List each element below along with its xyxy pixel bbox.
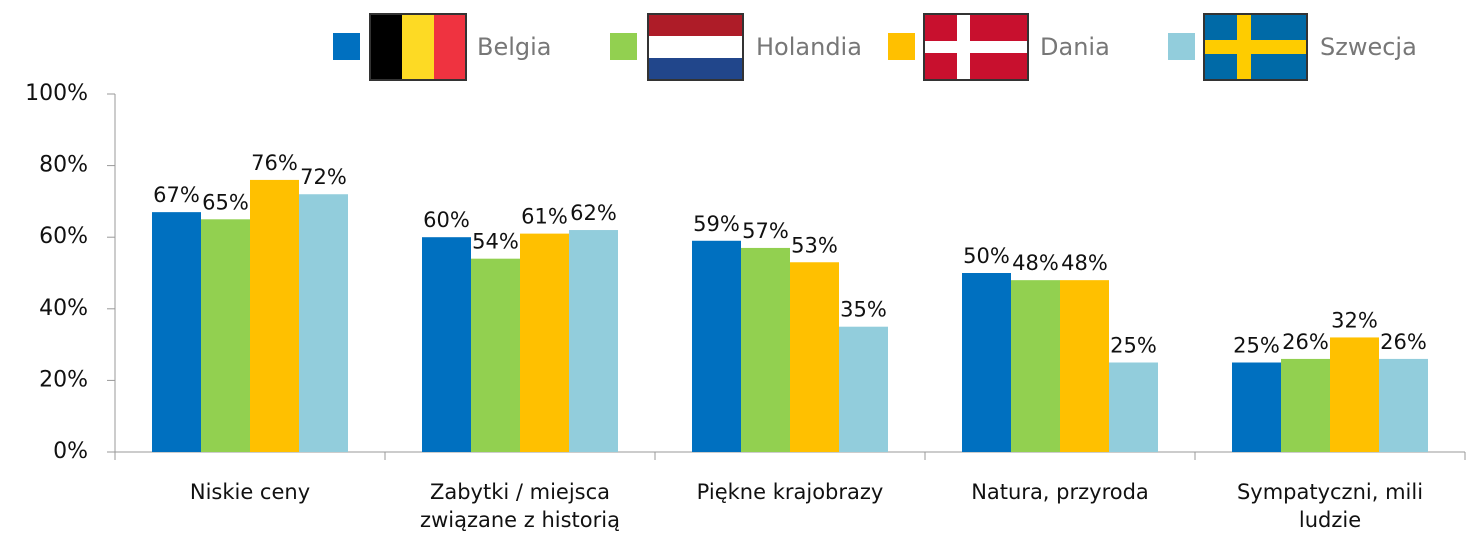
bar — [839, 326, 888, 452]
flag-denmark — [923, 13, 1029, 81]
bar — [1109, 362, 1158, 452]
bar — [250, 179, 299, 453]
value-label: 60% — [423, 208, 470, 232]
flag-netherlands — [647, 13, 744, 81]
value-label: 72% — [300, 165, 347, 189]
value-label: 48% — [1061, 251, 1108, 275]
x-tick-label: Natura, przyroda — [971, 480, 1149, 504]
x-tick-label: Sympatyczni, mili ludzie — [1236, 480, 1424, 532]
legend-label: Belgia — [477, 33, 552, 61]
value-label: 50% — [963, 244, 1010, 268]
value-label: 59% — [693, 212, 740, 236]
value-label: 62% — [570, 201, 617, 225]
bar — [790, 262, 839, 452]
y-tick-label: 0% — [53, 439, 88, 464]
legend-swatch — [333, 33, 360, 60]
legend-swatch — [1168, 33, 1195, 60]
value-label: 26% — [1380, 330, 1427, 354]
bar — [962, 273, 1011, 452]
x-tick-label: Zabytki / miejsca związane z historią — [420, 480, 620, 532]
value-label: 76% — [251, 151, 298, 175]
bar — [1011, 280, 1060, 452]
legend-swatch — [888, 33, 915, 60]
bar — [152, 212, 201, 452]
value-label: 53% — [791, 233, 838, 257]
x-tick-label: Piękne krajobrazy — [696, 480, 884, 504]
y-tick-label: 20% — [39, 367, 88, 392]
value-label: 54% — [472, 230, 519, 254]
bar — [422, 237, 471, 452]
bar — [1060, 280, 1109, 452]
legend-swatch — [610, 33, 637, 60]
value-label: 48% — [1012, 251, 1059, 275]
bar — [1281, 358, 1330, 452]
value-label: 61% — [521, 205, 568, 229]
bar — [569, 230, 618, 452]
bar — [201, 219, 250, 452]
bar — [1330, 337, 1379, 452]
legend-label: Szwecja — [1320, 33, 1417, 61]
value-label: 26% — [1282, 330, 1329, 354]
legend-label: Dania — [1040, 33, 1110, 61]
bar — [1379, 358, 1428, 452]
bar — [692, 240, 741, 452]
bar — [520, 233, 569, 452]
value-label: 67% — [153, 183, 200, 207]
value-label: 32% — [1331, 308, 1378, 332]
bar — [741, 247, 790, 452]
bar — [299, 194, 348, 453]
value-label: 25% — [1110, 334, 1157, 358]
y-tick-label: 80% — [39, 153, 88, 178]
bar — [471, 258, 520, 452]
value-label: 35% — [840, 298, 887, 322]
y-tick-label: 40% — [39, 296, 88, 321]
bar — [1232, 362, 1281, 452]
value-label: 57% — [742, 219, 789, 243]
y-tick-label: 60% — [39, 224, 88, 249]
y-tick-label: 100% — [25, 81, 88, 106]
x-tick-label: Niskie ceny — [189, 480, 311, 504]
legend-label: Holandia — [756, 33, 862, 61]
flag-belgium — [369, 13, 467, 81]
value-label: 25% — [1233, 334, 1280, 358]
value-label: 65% — [202, 190, 249, 214]
flag-sweden — [1203, 13, 1308, 81]
